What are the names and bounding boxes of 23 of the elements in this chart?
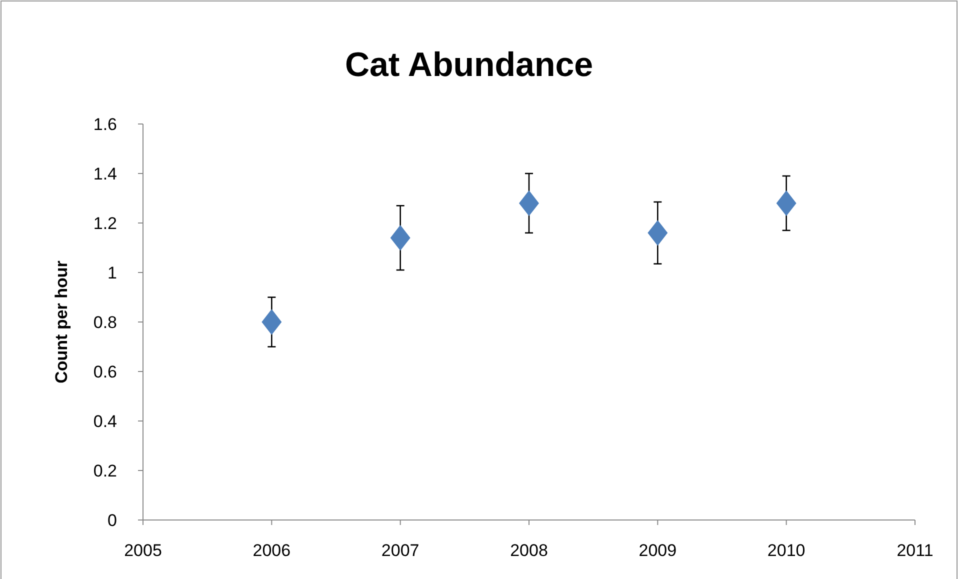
x-tick-label: 2008 [510,541,548,560]
y-tick-label: 1.6 [93,114,117,134]
x-tick-label: 2011 [896,541,934,560]
y-tick-label: 0.4 [93,412,117,431]
point [390,225,410,251]
point [776,190,796,216]
y-tick-label: 1 [108,263,117,282]
chart-title: Cat Abundance [344,46,594,84]
x-tick-label: 2007 [381,541,420,560]
y-tick-label: 0.2 [93,461,117,480]
point [648,220,668,246]
y-tick-label: 1.4 [93,164,117,184]
x-tick-label: 2009 [638,541,677,560]
x-tick-label: 2010 [767,541,806,560]
y-tick-label: 0.8 [93,312,117,332]
x-tick-label: 2005 [124,541,162,560]
y-tick-label: 0.6 [93,362,117,382]
y-tick-label: 0 [108,510,117,530]
point [519,190,539,216]
y-axis-title: Count per hour [52,260,71,384]
y-tick-label: 1.2 [93,214,117,233]
point [262,309,282,335]
x-tick-label: 2006 [252,541,291,560]
